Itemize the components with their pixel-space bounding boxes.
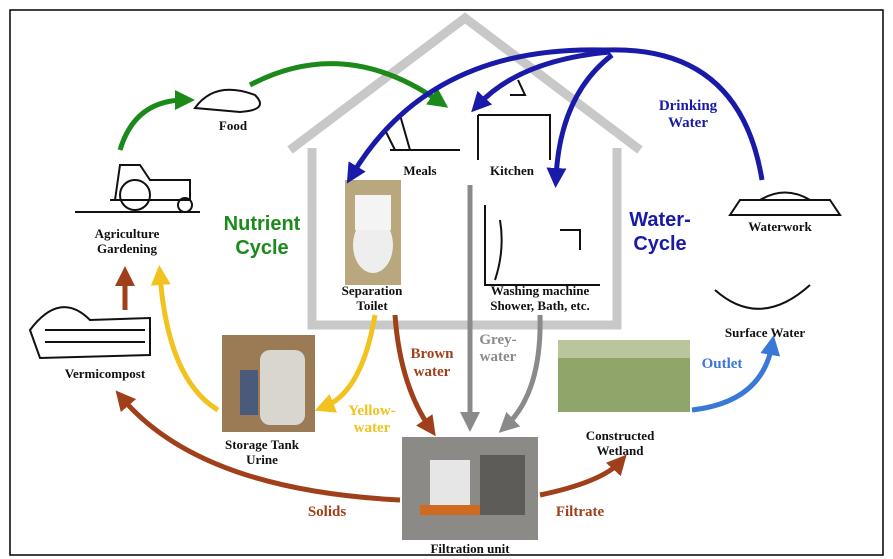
yellow-water-label: Yellow-: [348, 403, 396, 419]
toilet-photo: [345, 180, 401, 285]
diagram: Food AgricultureGardening Meals Kitchen Sepa…: [0, 0, 893, 559]
arrow: [556, 55, 612, 178]
kitchen-label: Kitchen: [490, 163, 535, 178]
water-label: Water-: [629, 209, 690, 231]
drinking-water-label: Water: [668, 115, 708, 131]
storage-tank-label: Urine: [246, 452, 278, 467]
yellow-water-label: water: [354, 420, 391, 436]
arrow: [160, 275, 218, 410]
washing-label: Washing machine: [491, 283, 590, 298]
icons: [30, 80, 840, 358]
toilet-label: Toilet: [356, 298, 388, 313]
agriculture-label: Agriculture: [95, 226, 160, 241]
brown-water-label: water: [414, 364, 451, 380]
nutrient-label: Nutrient: [224, 213, 301, 235]
storage-tank-photo: [222, 335, 315, 432]
drinking-water-label: Drinking: [659, 98, 718, 114]
meals-label: Meals: [403, 163, 436, 178]
grey-water-label: Grey-: [479, 332, 516, 348]
arrow: [540, 462, 620, 495]
nutrient-label: Cycle: [235, 237, 288, 259]
agriculture-label: Gardening: [97, 241, 157, 256]
solids-label: Solids: [308, 504, 347, 520]
grey-water-label: water: [480, 349, 517, 365]
surface-water-label: Surface Water: [725, 325, 805, 340]
vermicompost-label: Vermicompost: [65, 366, 146, 381]
washing-label: Shower, Bath, etc.: [490, 298, 590, 313]
filtrate-label: Filtrate: [556, 504, 605, 520]
outlet-label: Outlet: [702, 356, 743, 372]
wetland-photo: [558, 340, 690, 412]
toilet-label: Separation: [342, 283, 403, 298]
brown-water-label: Brown: [410, 346, 454, 362]
filtration-label: Filtration unit: [430, 541, 510, 556]
arrow: [250, 64, 440, 102]
arrow: [120, 100, 185, 150]
filtration-photo: [402, 437, 538, 540]
waterwork-label: Waterwork: [748, 219, 812, 234]
wetland-label: Wetland: [597, 443, 645, 458]
food-label: Food: [219, 118, 248, 133]
arrow: [692, 345, 772, 410]
storage-tank-label: Storage Tank: [225, 437, 300, 452]
wetland-label: Constructed: [586, 428, 655, 443]
water-label: Cycle: [633, 233, 686, 255]
